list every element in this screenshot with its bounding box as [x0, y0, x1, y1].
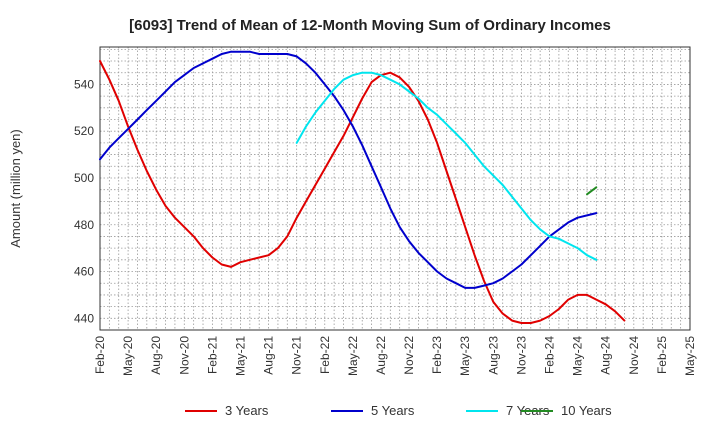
legend-label: 5 Years: [371, 403, 415, 418]
series-line-3-years: [99, 60, 626, 324]
plot-area: [100, 47, 690, 330]
x-tick-label: Aug-21: [262, 336, 276, 375]
y-tick-label: 440: [74, 311, 94, 325]
x-tick-label: Feb-21: [205, 336, 219, 374]
x-tick-label: Aug-22: [374, 336, 388, 375]
y-tick-label: 500: [74, 171, 94, 185]
series-line-10-years: [586, 186, 598, 196]
x-tick-label: Aug-20: [149, 336, 163, 375]
plot-frame: [99, 46, 691, 331]
y-tick-label: 540: [74, 77, 94, 91]
y-tick-label: 460: [74, 265, 94, 279]
chart-title: [6093] Trend of Mean of 12-Month Moving …: [129, 17, 611, 34]
x-tick-label: May-25: [683, 336, 697, 376]
y-tick-label: 480: [74, 218, 94, 232]
x-tick-label: May-22: [346, 336, 360, 376]
x-tick-label: Aug-23: [486, 336, 500, 375]
series-line-5-years: [99, 50, 598, 289]
x-tick-label: Nov-22: [402, 336, 416, 375]
y-axis-label: Amount (million yen): [8, 129, 23, 248]
x-tick-label: Nov-21: [290, 336, 304, 375]
x-tick-label: Feb-25: [655, 336, 669, 374]
x-tick-label: May-21: [233, 336, 247, 376]
x-tick-label: May-23: [458, 336, 472, 376]
x-tick-label: Feb-23: [430, 336, 444, 374]
x-tick-label: Nov-23: [514, 336, 528, 375]
x-tick-label: May-24: [571, 336, 585, 376]
y-tick-label: 520: [74, 124, 94, 138]
x-tick-label: Feb-20: [93, 336, 107, 374]
x-tick-label: May-20: [121, 336, 135, 376]
x-tick-label: Aug-24: [599, 336, 613, 375]
legend-label: 3 Years: [225, 403, 269, 418]
x-tick-label: Feb-24: [543, 336, 557, 374]
x-tick-label: Nov-20: [177, 336, 191, 375]
x-tick-label: Nov-24: [627, 336, 641, 375]
legend-label: 10 Years: [561, 403, 612, 418]
series-line-7-years: [295, 71, 598, 261]
x-tick-label: Feb-22: [318, 336, 332, 374]
